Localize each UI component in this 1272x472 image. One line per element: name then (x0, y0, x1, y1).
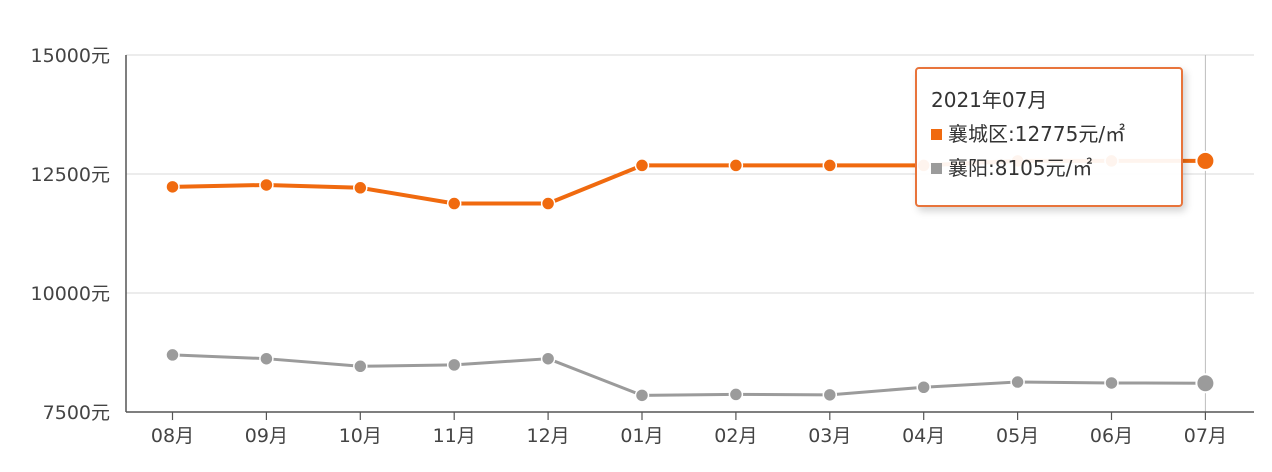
tooltip-title: 2021年07月 (931, 88, 1048, 112)
x-tick-label: 07月 (1184, 425, 1227, 447)
tooltip-row-xiangcheng: 襄城区:12775元/㎡ (931, 117, 1181, 151)
data-point (353, 180, 368, 196)
x-tick-label: 12月 (527, 425, 570, 447)
data-point (165, 179, 180, 195)
tooltip-xiangcheng-value: 襄城区:12775元/㎡ (948, 122, 1126, 146)
x-tick-label: 04月 (902, 425, 945, 447)
data-point (540, 351, 556, 366)
data-point (916, 379, 931, 395)
series-line-1 (171, 353, 1207, 397)
xiangcheng-swatch (931, 128, 942, 140)
data-point (259, 177, 274, 193)
x-tick-label: 10月 (339, 425, 382, 447)
data-point (1104, 375, 1119, 391)
data-point (728, 387, 744, 402)
data-point (634, 388, 650, 403)
x-tick-label: 09月 (245, 425, 288, 447)
data-point (1195, 373, 1216, 394)
data-point (353, 359, 368, 374)
xiangyang-swatch (931, 162, 942, 174)
data-point (446, 357, 462, 373)
data-point (728, 158, 744, 173)
x-tick-label: 06月 (1090, 425, 1133, 447)
y-tick-label: 10000元 (31, 283, 110, 305)
x-tick-label: 11月 (433, 425, 476, 447)
x-tick-label: 02月 (714, 425, 757, 447)
data-point (540, 196, 556, 211)
y-tick-label: 7500元 (43, 402, 110, 424)
data-point (1010, 374, 1025, 390)
data-point (446, 196, 462, 211)
data-point (634, 158, 650, 173)
data-point (259, 351, 274, 366)
data-point (822, 387, 838, 403)
x-tick-label: 08月 (151, 425, 194, 447)
data-point (1195, 150, 1216, 171)
data-point (165, 347, 180, 363)
tooltip-xiangyang-value: 襄阳:8105元/㎡ (948, 156, 1093, 180)
y-tick-label: 12500元 (31, 164, 110, 186)
x-tick-label: 05月 (996, 425, 1039, 447)
data-point (822, 158, 838, 173)
x-tick-label: 03月 (808, 425, 851, 447)
y-tick-label: 15000元 (31, 45, 110, 67)
tooltip-row-xiangyang: 襄阳:8105元/㎡ (931, 151, 1181, 185)
x-tick-label: 01月 (620, 425, 663, 447)
tooltip: 2021年07月 襄城区:12775元/㎡ 襄阳:8105元/㎡ (915, 67, 1183, 207)
